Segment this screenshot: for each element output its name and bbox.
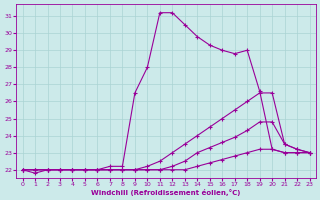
X-axis label: Windchill (Refroidissement éolien,°C): Windchill (Refroidissement éolien,°C) bbox=[92, 189, 241, 196]
